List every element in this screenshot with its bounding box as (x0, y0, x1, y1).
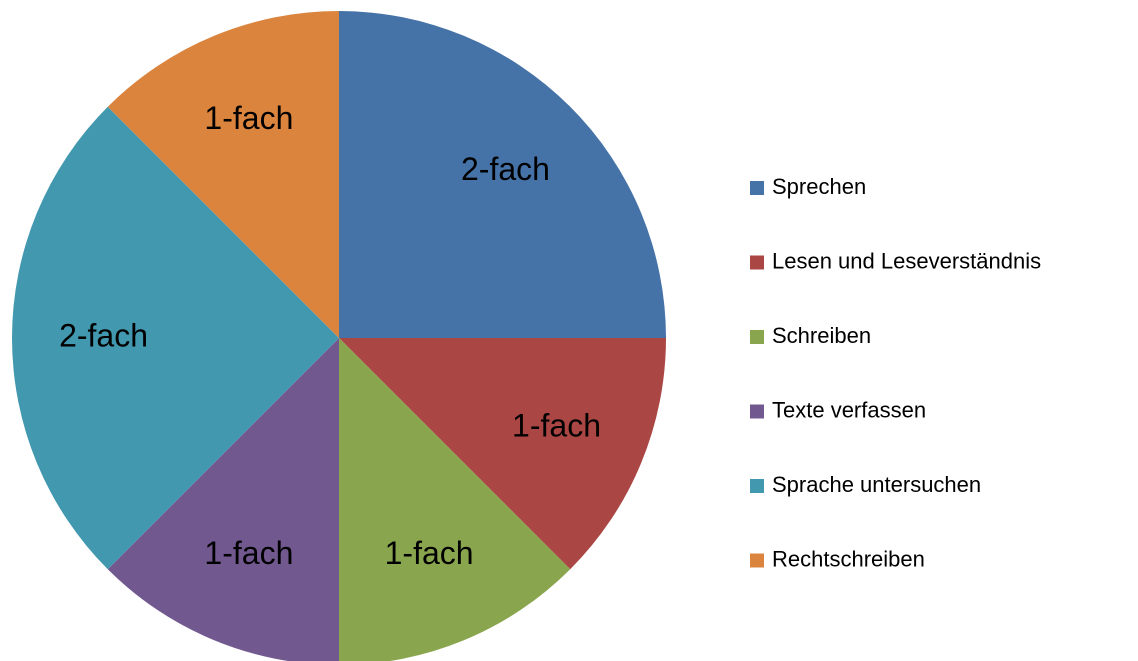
legend-label: Rechtschreiben (772, 546, 925, 571)
pie-slice (339, 11, 666, 338)
data-label: 1-fach (204, 535, 293, 571)
legend-swatch (750, 404, 764, 419)
pie-slice (339, 338, 666, 570)
legend-swatch (750, 330, 764, 344)
legend-swatch (750, 479, 764, 493)
legend-label: Sprache untersuchen (772, 472, 981, 497)
data-label: 1-fach (385, 535, 474, 571)
legend-label: Schreiben (772, 323, 871, 348)
data-label: 2-fach (461, 151, 550, 187)
legend-swatch (750, 255, 764, 270)
pie-slice (12, 106, 340, 570)
data-label: 1-fach (512, 408, 601, 444)
legend-label: Sprechen (772, 174, 866, 199)
data-label: 2-fach (59, 317, 148, 353)
legend-label: Lesen und Leseverständnis (772, 248, 1041, 273)
pie-slice (107, 10, 339, 338)
legend-swatch (750, 553, 764, 568)
pie-slice (107, 338, 339, 661)
data-label: 1-fach (204, 100, 293, 136)
pie-slice (339, 338, 571, 661)
legend-label: Texte verfassen (772, 397, 926, 422)
legend-swatch (750, 181, 764, 195)
